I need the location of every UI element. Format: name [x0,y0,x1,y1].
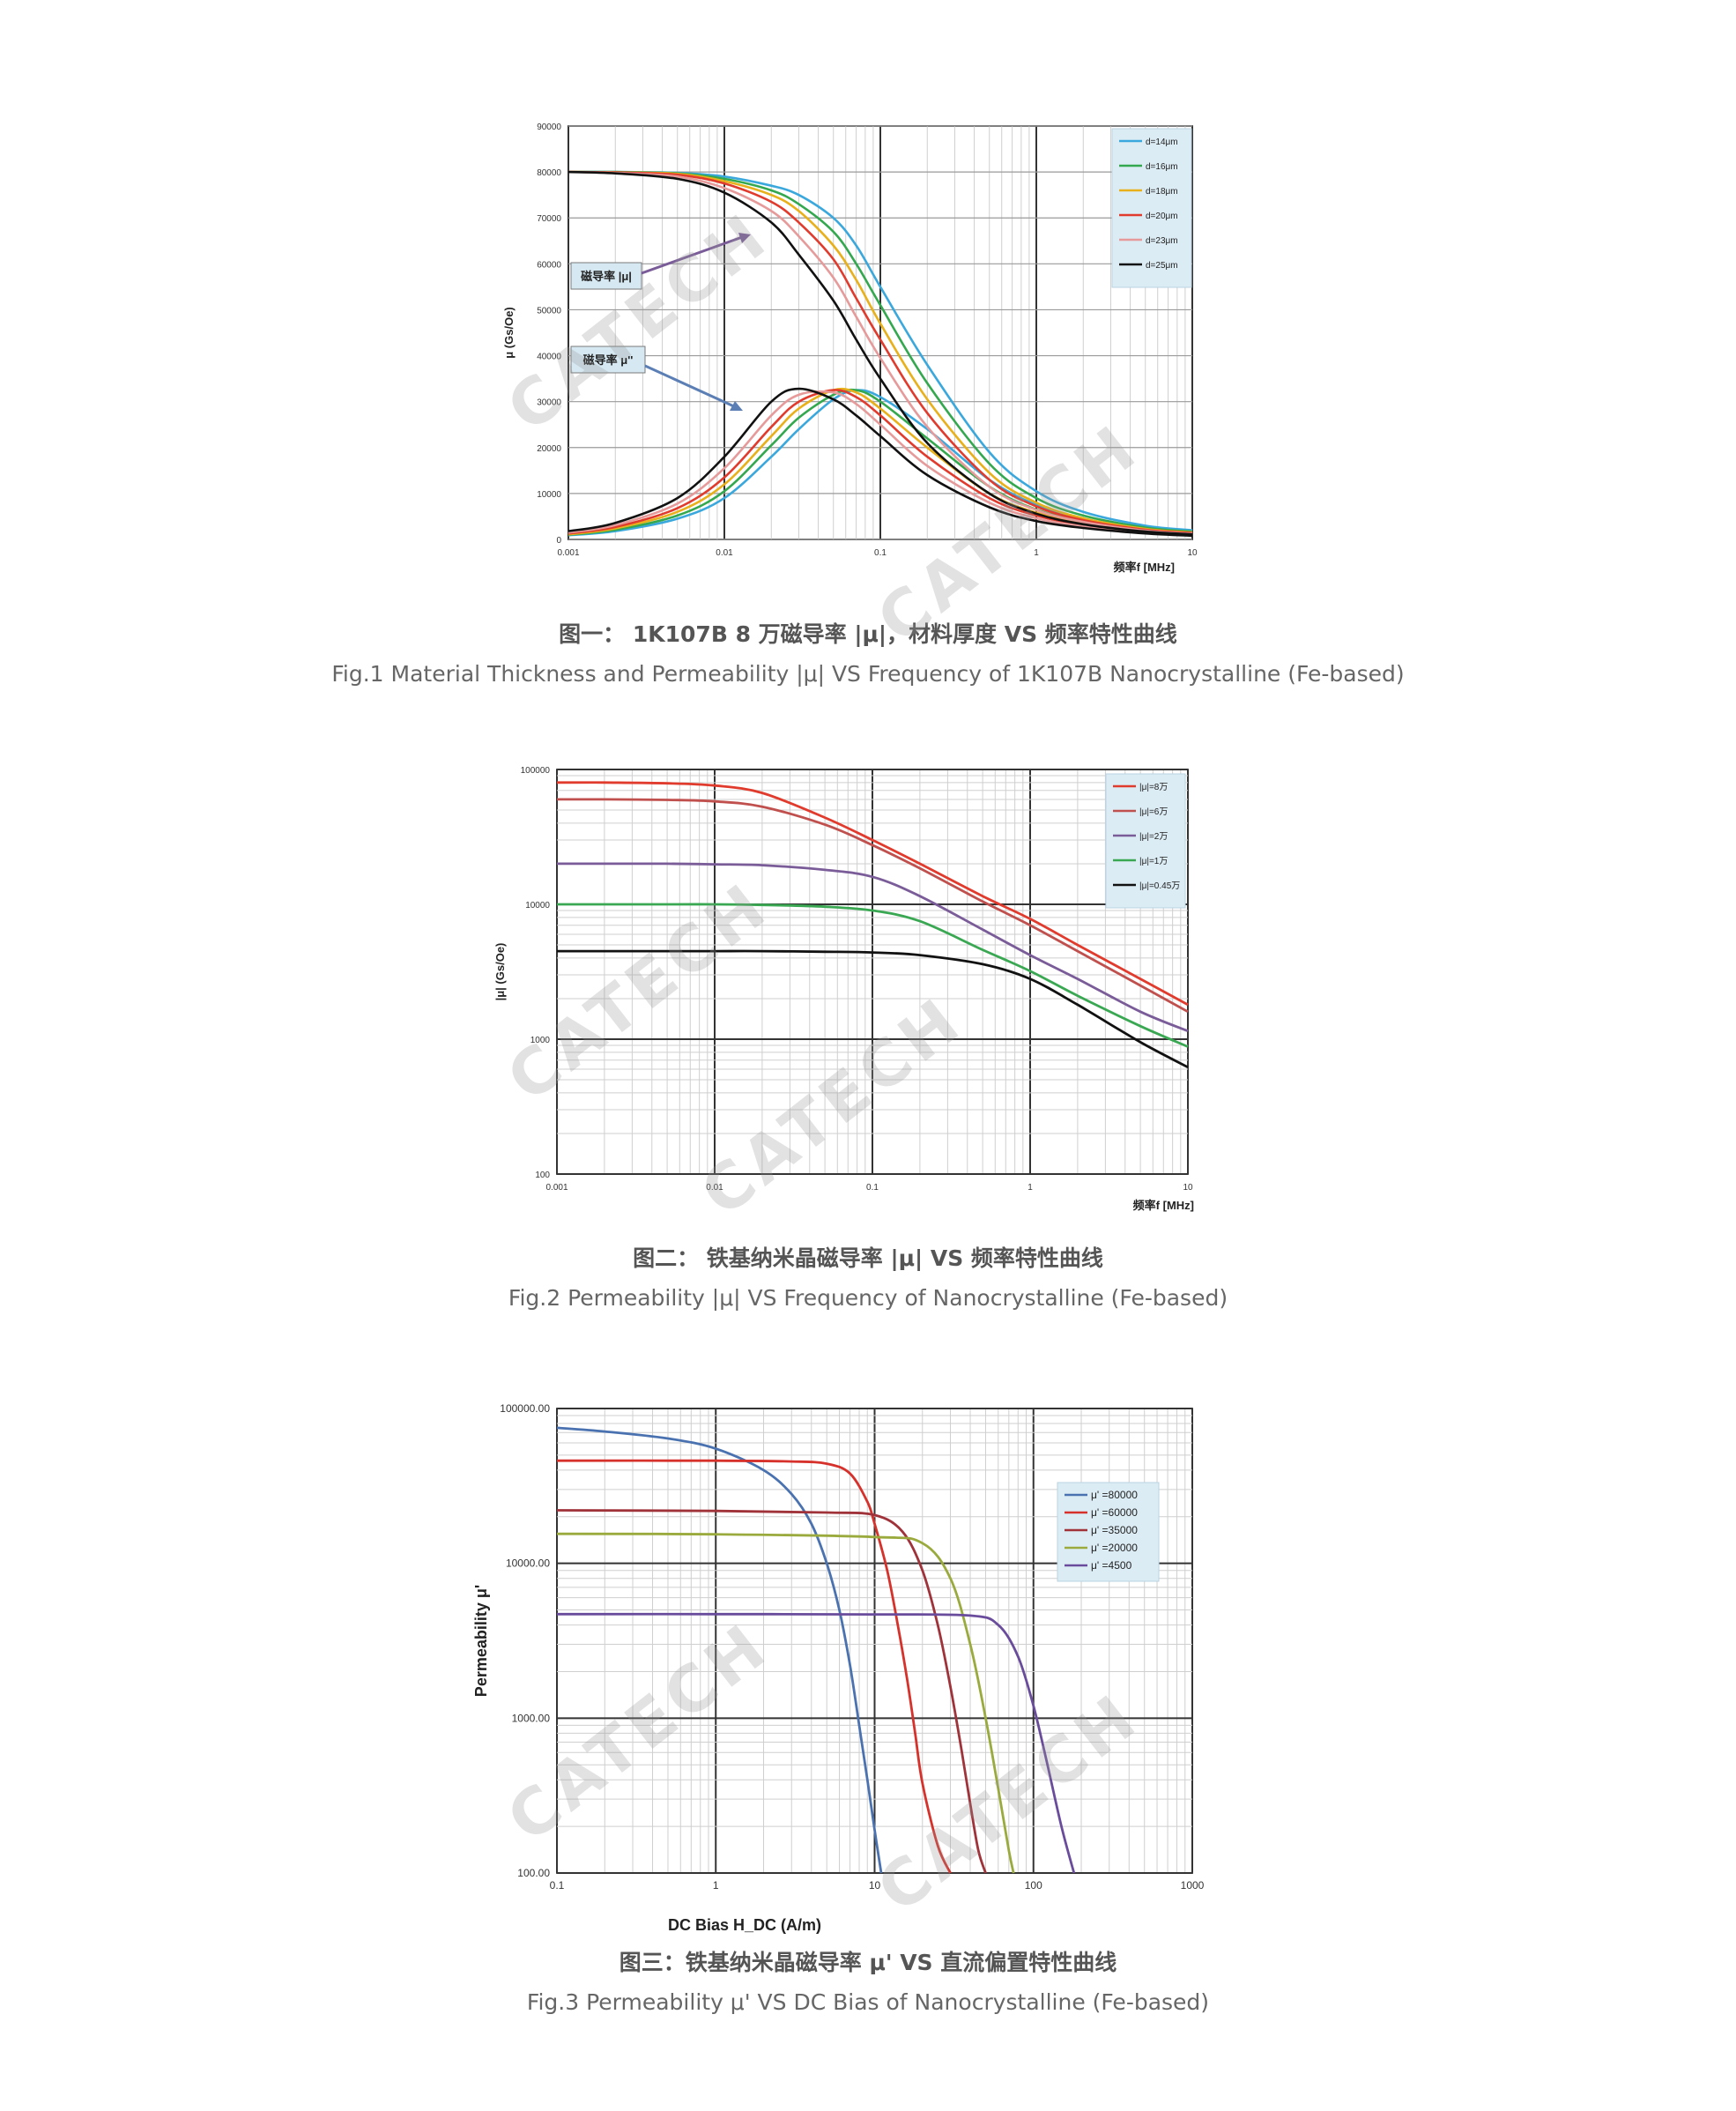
y-tick-label: 70000 [537,214,561,224]
x-tick-label: 0.01 [716,548,733,558]
x-tick-label: 0.1 [550,1879,565,1892]
series-line-2 [556,1509,987,1874]
y-tick-label: 90000 [537,123,561,132]
y-tick-label: 0 [556,536,561,546]
x-tick-label: 10 [1187,548,1198,558]
x-tick-label: 0.001 [557,548,579,558]
y-tick-label: 10000.00 [506,1557,550,1570]
legend-label: |μ|=1万 [1139,857,1168,866]
figure-1-caption-cn: 图一： 1K107B 8 万磁导率 |μ|，材料厚度 VS 频率特性曲线 [559,621,1177,647]
legend-label: μ' =80000 [1091,1489,1138,1501]
series-line-abs-mu-3 [568,170,1193,534]
y-tick-label: 100 [535,1171,550,1180]
figure-2-caption-cn: 图二： 铁基纳米晶磁导率 |μ| VS 频率特性曲线 [633,1245,1103,1271]
legend-label: d=20μm [1146,212,1178,221]
figure-2-caption-en: Fig.2 Permeability |μ| VS Frequency of N… [508,1285,1228,1311]
annotation-label-mu-imag: 磁导率 μ'' [583,353,634,367]
legend-label: d=18μm [1146,187,1178,197]
annotation-arrow-mu-imag [644,364,737,409]
x-tick-label: 1000 [1181,1879,1205,1892]
series-line-abs-mu-5 [568,170,1193,536]
legend-label: μ' =20000 [1091,1542,1138,1554]
y-tick-label: 1000.00 [512,1712,551,1724]
figure-3: 0.1 1 10 100 1000 100.00 1000.00 10000.00 100000… [0,1375,1736,2098]
y-tick-label: 10000 [537,490,561,500]
series-line-3 [557,903,1189,1048]
chart-thickness-permeability: 0.001 0.01 0.1 1 10 0 10000 20000 30000 40000 5000… [502,123,1198,574]
legend-label: d=23μm [1146,236,1178,246]
annotation-box-mu-imag [570,346,646,374]
annotation-box-abs-mu [570,262,642,290]
y-tick-label: 40000 [537,353,561,362]
chart-permeability-dc-bias: 0.1 1 10 100 1000 100.00 1000.00 10000.00 100000… [472,1402,1205,1934]
series-line-abs-mu-2 [568,170,1193,534]
series-line-4 [556,1612,1076,1874]
chart-permeability-frequency: 0.001 0.01 0.1 1 10 100 1000 10000 100000 频率f [MH… [493,766,1194,1212]
x-tick-label: 0.1 [874,548,887,558]
legend-label: |μ|=0.45万 [1139,881,1180,891]
figure-1: 0.001 0.01 0.1 1 10 0 10000 20000 30000 40000 5000… [0,0,1736,705]
series-line-1 [557,798,1189,1014]
figure-2: 0.001 0.01 0.1 1 10 100 1000 10000 100000 频率f [MH… [0,723,1736,1340]
y-tick-label: 20000 [537,444,561,454]
y-tick-label: 100000.00 [500,1402,550,1415]
series-line-3 [556,1532,1015,1874]
figure-3-caption-en: Fig.3 Permeability μ' VS DC Bias of Nano… [526,1989,1210,2015]
y-tick-label: 30000 [537,398,561,408]
legend-label: μ' =60000 [1091,1506,1138,1519]
x-tick-label: 0.01 [706,1183,723,1193]
figure-3-caption-cn: 图三：铁基纳米晶磁导率 μ' VS 直流偏置特性曲线 [619,1950,1117,1975]
series-line-4 [556,949,1189,1069]
legend-label: μ' =35000 [1091,1524,1138,1536]
y-tick-label: 80000 [537,168,561,178]
y-tick-label: 10000 [525,901,550,911]
y-tick-label: 100.00 [517,1867,550,1879]
x-tick-label: 0.001 [545,1183,568,1193]
y-axis-label: Permeability μ' [472,1585,490,1697]
x-tick-label: 1 [713,1879,719,1892]
annotation-label-abs-mu: 磁导率 |μ| [581,270,632,283]
x-tick-label: 10 [869,1879,881,1892]
series-line-0 [556,781,1189,1007]
x-axis-label: 频率f [MHz] [1114,561,1175,574]
annotation-arrowhead-abs-mu [738,233,751,243]
figure-1-caption-en: Fig.1 Material Thickness and Permeabilit… [331,661,1405,687]
legend-label: μ' =4500 [1091,1559,1132,1572]
series-line-2 [557,862,1189,1032]
x-tick-label: 0.1 [866,1183,879,1193]
x-tick-label: 100 [1025,1879,1042,1892]
legend-label: d=14μm [1146,138,1178,147]
series-line-mu-imag-5 [568,387,1193,538]
y-tick-label: 50000 [537,306,561,316]
y-tick-label: 60000 [537,260,561,270]
x-tick-label: 1 [1028,1183,1033,1193]
legend-label: |μ|=6万 [1139,807,1168,817]
annotation-arrowhead-mu-imag [730,401,743,411]
y-axis-label: |μ| (Gs/Oe) [493,943,507,1001]
series-line-abs-mu-4 [568,170,1193,535]
series-line-1 [556,1459,952,1874]
x-axis-label: 频率f [MHz] [1133,1199,1194,1212]
legend-box [1111,128,1192,288]
series-line-0 [556,1426,883,1874]
legend-label: d=25μm [1146,261,1178,271]
annotation-arrow-abs-mu [641,234,746,275]
x-axis-label: DC Bias H_DC (A/m) [668,1916,821,1934]
legend-label: d=16μm [1146,162,1178,172]
x-tick-label: 10 [1183,1183,1193,1193]
x-tick-label: 1 [1034,548,1039,558]
y-axis-label: μ (Gs/Oe) [502,307,516,359]
y-tick-label: 1000 [530,1036,551,1045]
y-tick-label: 100000 [521,766,551,776]
legend-label: |μ|=8万 [1139,783,1168,792]
legend-label: |μ|=2万 [1139,832,1168,842]
series-line-mu-imag-4 [568,390,1193,537]
